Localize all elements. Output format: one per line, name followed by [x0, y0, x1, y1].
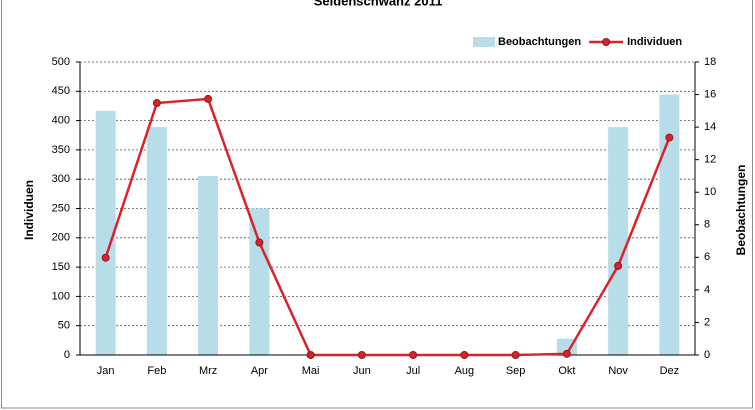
legend-swatch [473, 37, 495, 47]
x-tick-label: Jun [353, 365, 371, 377]
x-tick-label: Apr [251, 365, 268, 377]
y2-tick-label: 16 [704, 88, 716, 100]
y-axis-label: Individuen [22, 180, 36, 240]
x-tick-label: Dez [660, 365, 680, 377]
y-tick-label: 0 [64, 349, 70, 361]
bar [95, 110, 116, 355]
x-tick-label: Mrz [199, 365, 217, 377]
y-tick-label: 450 [52, 85, 70, 97]
legend-label: Individuen [627, 36, 682, 48]
x-tick-label: Jul [406, 365, 420, 377]
x-tick-label: Aug [455, 365, 475, 377]
marker [357, 351, 366, 359]
y2-tick-label: 12 [704, 154, 716, 166]
y-tick-label: 400 [52, 115, 70, 127]
bar [146, 127, 167, 355]
chart-title: Seidenschwanz 2011 [314, 0, 443, 8]
y2-tick-label: 10 [704, 186, 716, 198]
y-tick-label: 300 [52, 173, 70, 185]
y2-tick-label: 18 [704, 56, 716, 68]
marker [204, 94, 213, 103]
bar [249, 208, 270, 355]
y-tick-label: 50 [58, 320, 70, 332]
bar [659, 94, 680, 356]
marker [306, 351, 315, 359]
x-tick-label: Sep [506, 365, 526, 377]
y2-tick-label: 0 [704, 349, 710, 361]
y2-tick-label: 8 [704, 219, 710, 231]
x-tick-label: Okt [558, 365, 575, 377]
y-tick-label: 500 [52, 56, 70, 68]
y-tick-label: 350 [52, 144, 70, 156]
y-tick-label: 100 [52, 290, 70, 302]
marker [562, 349, 571, 358]
marker [255, 238, 264, 247]
line [104, 97, 671, 357]
marker [511, 351, 520, 359]
bar [608, 127, 629, 355]
x-tick-label: Mai [302, 365, 320, 377]
marker [409, 351, 418, 359]
marker [460, 351, 469, 359]
marker [152, 99, 161, 108]
marker [101, 253, 110, 262]
x-tick-label: Nov [608, 365, 628, 377]
y2-tick-label: 6 [704, 251, 710, 263]
y-tick-label: 150 [52, 261, 70, 273]
y2-tick-label: 14 [704, 121, 716, 133]
y2-tick-label: 2 [704, 316, 710, 328]
marker [614, 261, 623, 270]
legend-marker [602, 38, 611, 46]
legend-label: Beobachtungen [498, 36, 581, 48]
x-tick-label: Jan [97, 365, 115, 377]
bar [198, 175, 219, 355]
y2-axis-label: Beobachtungen [734, 165, 748, 256]
marker [665, 133, 674, 142]
y2-tick-label: 4 [704, 284, 710, 296]
x-tick-label: Feb [147, 365, 166, 377]
y-tick-label: 250 [52, 202, 70, 214]
y-tick-label: 200 [52, 232, 70, 244]
